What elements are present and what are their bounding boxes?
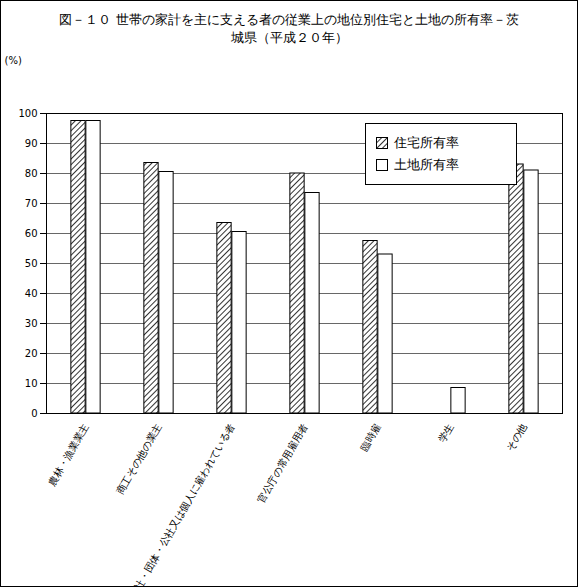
svg-text:その他: その他 [504,422,529,453]
svg-text:商工その他の業主: 商工その他の業主 [114,422,164,497]
svg-text:0: 0 [31,408,37,419]
svg-text:60: 60 [25,228,38,239]
svg-text:臨時雇: 臨時雇 [358,422,383,453]
svg-text:10: 10 [25,378,38,389]
svg-text:学生: 学生 [436,422,456,445]
svg-text:80: 80 [25,168,38,179]
svg-text:90: 90 [25,138,38,149]
html-text:住宅所有率: 住宅所有率 [393,135,459,150]
svg-text:70: 70 [25,198,38,209]
svg-text:100: 100 [18,108,37,119]
svg-text:40: 40 [25,288,38,299]
svg-text:20: 20 [25,348,38,359]
svg-text:30: 30 [25,318,38,329]
svg-text:(%): (%) [5,55,22,66]
html-text:土地所有率: 土地所有率 [393,157,459,172]
svg-text:会社・団体・公社又は個人に雇われている者: 会社・団体・公社又は個人に雇われている者 [127,422,237,587]
svg-text:農林・漁業業主: 農林・漁業業主 [46,422,91,488]
html-text:図－１０ 世帯の家計を主に支える者の従業上の地位別住宅と土地: 図－１０ 世帯の家計を主に支える者の従業上の地位別住宅と土地の所有率－茨城県（平… [59,12,519,45]
svg-text:50: 50 [25,258,38,269]
svg-text:官公庁の常用雇用者: 官公庁の常用雇用者 [255,422,310,505]
